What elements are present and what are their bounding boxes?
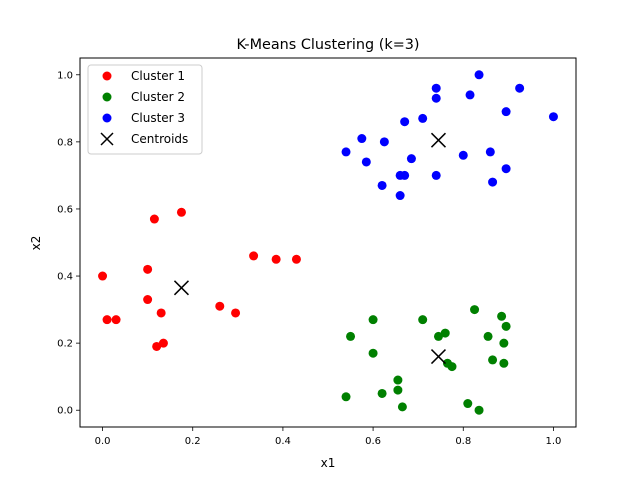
cluster-2-point [499,338,509,348]
cluster-2-point [368,315,378,325]
cluster-1-point [176,207,186,217]
cluster-2-point [483,331,493,341]
legend-marker-x [100,132,114,146]
x-tick-label: 0.2 [185,436,201,447]
y-tick-label: 0.8 [57,137,73,148]
y-tick-label: 1.0 [57,70,73,81]
axis-ticks: 0.0 0.2 0.4 0.6 0.8 1.0 0.0 0.2 0.4 0.6 0.8 1.0 [57,70,561,447]
legend-box [87,64,203,155]
centroid-marker [430,132,447,148]
cluster-3-point [406,154,416,164]
cluster-2-point [418,315,428,325]
cluster-3-point [357,134,367,144]
cluster-3-point [400,117,410,127]
cluster-2-point [346,331,356,341]
cluster-2-point [433,331,443,341]
cluster-3-point [400,170,410,180]
cluster-2-point [440,328,450,338]
cluster-2-point [377,388,387,398]
x-tick-label: 0.4 [275,436,291,447]
cluster-2-point [368,348,378,358]
cluster-1-point [249,251,259,261]
cluster-1-point [231,308,241,318]
cluster-3-point [431,83,441,93]
y-tick-label: 0.4 [57,272,73,283]
cluster-2-point [393,385,403,395]
cluster-1-point [156,308,166,318]
cluster-1-point [271,254,281,264]
cluster-2-point [463,399,473,409]
x-tick-label: 1.0 [546,436,562,447]
cluster-1-point [143,295,153,305]
cluster-1-point [98,271,108,281]
cluster-2-point [474,405,484,415]
cluster-1-point [158,338,168,348]
y-tick-label: 0.6 [57,204,73,215]
cluster-1-point [215,301,225,311]
cluster-3-point [395,191,405,201]
cluster-3-point [474,70,484,80]
cluster-1-point [111,315,121,325]
cluster-3-point [488,177,498,187]
cluster-2-point [488,355,498,365]
y-axis-label: x2 [29,236,43,251]
legend-marker [102,71,112,81]
cluster-2-point [497,311,507,321]
cluster-1-point [291,254,301,264]
data-points [98,70,558,415]
cluster-2-point [470,305,480,315]
cluster-3-point [418,113,428,123]
cluster-2-point [447,362,457,372]
y-tick-label: 0.2 [57,339,73,350]
cluster-1-point [152,341,162,351]
cluster-3-point [341,147,351,157]
cluster-3-point [501,164,511,174]
cluster-1-point [143,264,153,274]
plot-area-frame [79,57,577,428]
cluster-3-point [431,93,441,103]
cluster-3-point [548,112,558,122]
chart-title: K-Means Clustering (k=3) [236,37,419,53]
legend-marker [102,92,112,102]
legend-label: Cluster 2 [131,90,185,104]
cluster-2-point [397,402,407,412]
x-tick-label: 0.0 [95,436,111,447]
legend-label: Centroids [131,132,188,146]
y-tick-label: 0.0 [57,406,73,417]
legend-marker [102,113,112,123]
cluster-1-point [102,315,112,325]
cluster-3-point [361,157,371,167]
x-tick-label: 0.8 [455,436,471,447]
cluster-3-point [501,107,511,117]
legend-label: Cluster 1 [131,69,185,83]
cluster-1-point [149,214,159,224]
cluster-2-point [499,358,509,368]
cluster-3-point [515,83,525,93]
cluster-2-point [501,321,511,331]
cluster-2-point [393,375,403,385]
cluster-3-point [458,150,468,160]
legend-label: Cluster 3 [131,111,185,125]
legend: Cluster 1 Cluster 2 Cluster 3 Centroids [87,64,203,155]
centroid-marker [173,280,189,296]
cluster-3-point [485,147,495,157]
centroid-marker [430,349,447,365]
cluster-2-point [341,392,351,402]
cluster-3-point [431,170,441,180]
cluster-3-point [465,90,475,100]
x-tick-label: 0.6 [365,436,381,447]
cluster-3-point [377,180,387,190]
x-axis-label: x1 [321,456,336,470]
cluster-3-point [379,137,389,147]
